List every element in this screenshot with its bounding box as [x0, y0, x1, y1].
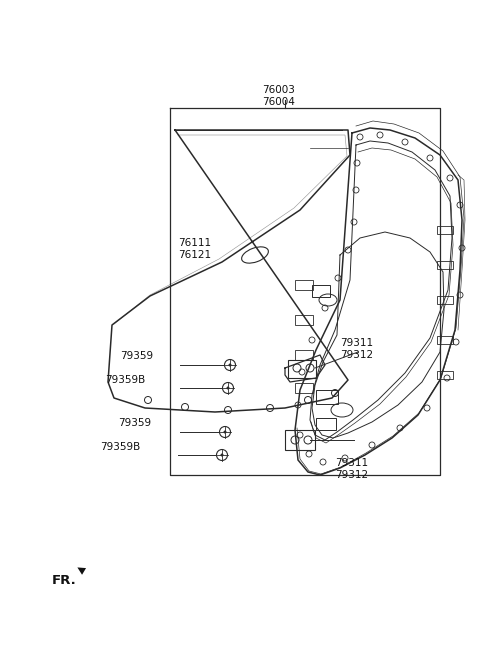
- Bar: [437, 261, 453, 269]
- Text: 79359: 79359: [118, 418, 151, 428]
- Bar: [316, 390, 338, 404]
- Text: 79359: 79359: [120, 351, 153, 361]
- Circle shape: [227, 386, 229, 390]
- Circle shape: [224, 430, 227, 434]
- Circle shape: [220, 453, 224, 457]
- Bar: [312, 285, 330, 297]
- Text: 79359B: 79359B: [100, 442, 140, 452]
- Circle shape: [228, 363, 231, 367]
- Bar: [295, 383, 313, 393]
- Bar: [437, 336, 453, 344]
- Bar: [295, 280, 313, 290]
- Text: 79311
79312: 79311 79312: [340, 338, 373, 359]
- Bar: [437, 226, 453, 234]
- Text: 79359B: 79359B: [105, 375, 145, 385]
- Bar: [295, 315, 313, 325]
- Text: 76003
76004: 76003 76004: [262, 85, 295, 106]
- Text: FR.: FR.: [52, 573, 77, 586]
- Bar: [437, 296, 453, 304]
- Text: 76111
76121: 76111 76121: [178, 238, 211, 260]
- Bar: [295, 350, 313, 360]
- Bar: [316, 418, 336, 430]
- Bar: [288, 360, 316, 378]
- Bar: [437, 371, 453, 379]
- Text: 79311
79312: 79311 79312: [335, 458, 368, 480]
- Bar: [285, 430, 315, 450]
